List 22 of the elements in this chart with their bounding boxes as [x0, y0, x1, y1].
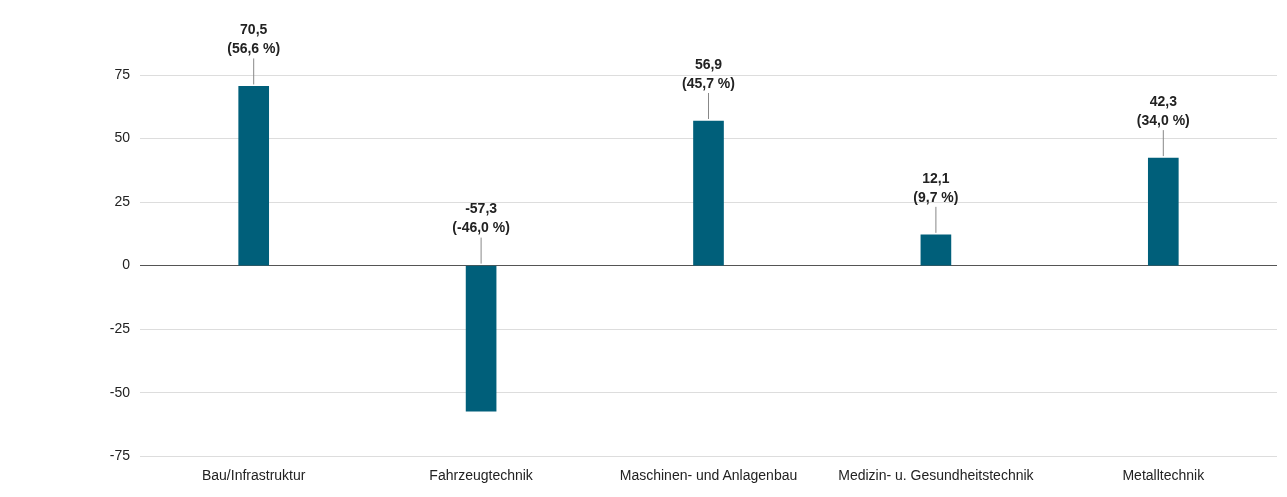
- data-label: 42,3 (34,0 %): [1136, 92, 1190, 128]
- y-tick-label: 0: [122, 256, 131, 273]
- x-tick-label: Fahrzeugtechnik: [429, 467, 534, 484]
- y-tick-label: 50: [114, 129, 131, 146]
- y-tick-label: -25: [109, 319, 131, 336]
- x-tick-label: Maschinen- und Anlagenbau: [619, 467, 798, 484]
- bar: [1147, 157, 1179, 266]
- data-label: 56,9 (45,7 %): [682, 55, 735, 91]
- y-tick-label: 25: [114, 192, 131, 209]
- bar: [693, 120, 724, 266]
- x-tick-label: Bau/Infrastruktur: [201, 467, 306, 484]
- x-tick-label: Medizin- u. Gesundheitstechnik: [838, 467, 1035, 484]
- bar: [238, 86, 270, 266]
- y-tick-label: -75: [109, 447, 131, 464]
- y-tick-label: -50: [109, 383, 131, 400]
- bar: [465, 265, 497, 412]
- bar: [920, 234, 952, 266]
- y-tick-label: 75: [114, 65, 131, 82]
- data-label: -57,3 (-46,0 %): [452, 200, 510, 236]
- data-label: 12,1 (9,7 %): [913, 169, 959, 205]
- data-label: 70,5 (56,6 %): [227, 21, 281, 57]
- x-tick-label: Metalltechnik: [1122, 467, 1206, 484]
